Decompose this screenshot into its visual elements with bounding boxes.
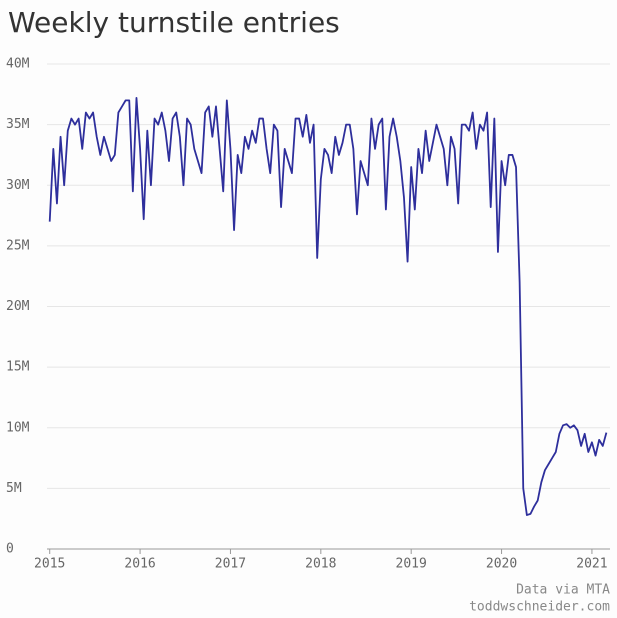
y-tick-label: 5M bbox=[6, 481, 22, 496]
y-tick-label: 35M bbox=[6, 117, 30, 132]
x-tick-label: 2016 bbox=[124, 557, 155, 572]
x-tick-label: 2020 bbox=[486, 557, 517, 572]
y-tick-label: 20M bbox=[6, 299, 30, 314]
x-tick-label: 2019 bbox=[396, 557, 427, 572]
y-tick-label: 30M bbox=[6, 178, 30, 193]
credit-note: toddwschneider.com bbox=[469, 600, 610, 615]
x-tick-label: 2017 bbox=[215, 557, 246, 572]
x-tick-label: 2021 bbox=[576, 557, 607, 572]
series-line bbox=[48, 97, 608, 516]
y-tick-label: 25M bbox=[6, 238, 30, 253]
x-tick-label: 2015 bbox=[34, 557, 65, 572]
chart-title: Weekly turnstile entries bbox=[8, 6, 340, 39]
y-tick-label: 10M bbox=[6, 420, 30, 435]
source-note: Data via MTA bbox=[516, 583, 610, 598]
y-tick-label: 40M bbox=[6, 57, 30, 72]
x-tick-label: 2018 bbox=[305, 557, 336, 572]
y-tick-label: 15M bbox=[6, 360, 30, 375]
y-tick-label: 0 bbox=[6, 542, 14, 557]
